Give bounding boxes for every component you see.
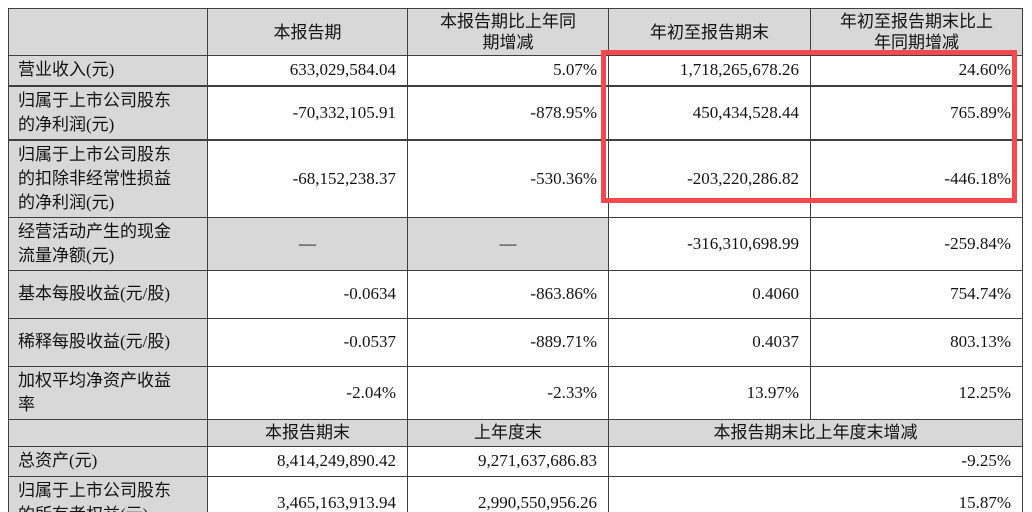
row-net-profit: 归属于上市公司股东的净利润(元) -70,332,105.91 -878.95%… — [8, 85, 1023, 141]
cell-label: 基本每股收益(元/股) — [8, 269, 208, 319]
cell-value: 754.74% — [810, 269, 1023, 319]
cell-label: 经营活动产生的现金流量净额(元) — [8, 216, 208, 271]
cell-value: -878.95% — [407, 85, 609, 141]
cell-value: 13.97% — [608, 365, 811, 420]
cell-value: -70,332,105.91 — [207, 85, 408, 141]
cell-value: -2.04% — [207, 365, 408, 420]
header-cell-blank — [8, 418, 208, 447]
header-cell-blank — [8, 8, 208, 56]
header-cell-current-period: 本报告期 — [207, 8, 408, 56]
cell-value: 1,718,265,678.26 — [608, 55, 811, 87]
cell-value: -446.18% — [810, 139, 1023, 218]
cell-value: 2,990,550,956.26 — [407, 475, 609, 512]
header-cell-period-end: 本报告期末 — [207, 418, 408, 447]
cell-value: -2.33% — [407, 365, 609, 420]
header-cell-ytd: 年初至报告期末 — [608, 8, 811, 56]
cell-value: -9.25% — [608, 445, 1023, 477]
cell-value: 633,029,584.04 — [207, 55, 408, 87]
cell-label: 归属于上市公司股东的扣除非经常性损益的净利润(元) — [8, 139, 208, 218]
cell-value: 803.13% — [810, 317, 1023, 367]
cell-value: -316,310,698.99 — [608, 216, 811, 271]
cell-value: 450,434,528.44 — [608, 85, 811, 141]
row-operating-revenue: 营业收入(元) 633,029,584.04 5.07% 1,718,265,6… — [8, 55, 1023, 87]
cell-label: 归属于上市公司股东的所有者权益(元) — [8, 475, 208, 512]
header-row-period-end: 本报告期末 上年度末 本报告期末比上年度末增减 — [8, 418, 1023, 447]
cell-value: 0.4037 — [608, 317, 811, 367]
cell-value: 8,414,249,890.42 — [207, 445, 408, 477]
cell-label: 加权平均净资产收益率 — [8, 365, 208, 420]
cell-value: 12.25% — [810, 365, 1023, 420]
cell-label: 归属于上市公司股东的净利润(元) — [8, 85, 208, 141]
cell-value: -0.0537 — [207, 317, 408, 367]
header-row-period: 本报告期 本报告期比上年同期增减 年初至报告期末 年初至报告期末比上年同期增减 — [8, 8, 1023, 56]
cell-value: -68,152,238.37 — [207, 139, 408, 218]
cell-value: 24.60% — [810, 55, 1023, 87]
cell-value: -863.86% — [407, 269, 609, 319]
header-cell-ytd-yoy-change: 年初至报告期末比上年同期增减 — [810, 8, 1023, 56]
cell-value: -0.0634 — [207, 269, 408, 319]
header-cell-yoy-change: 本报告期比上年同期增减 — [407, 8, 609, 56]
cell-value: 5.07% — [407, 55, 609, 87]
header-cell-change-vs-prior-year-end: 本报告期末比上年度末增减 — [608, 418, 1023, 447]
row-basic-eps: 基本每股收益(元/股) -0.0634 -863.86% 0.4060 754.… — [8, 269, 1023, 319]
row-total-assets: 总资产(元) 8,414,249,890.42 9,271,637,686.83… — [8, 445, 1023, 477]
cell-value: -530.36% — [407, 139, 609, 218]
cell-value: 9,271,637,686.83 — [407, 445, 609, 477]
cell-label: 总资产(元) — [8, 445, 208, 477]
header-cell-prior-year-end: 上年度末 — [407, 418, 609, 447]
cell-value-dash: — — [207, 216, 408, 271]
row-net-profit-excl-nonrecurring: 归属于上市公司股东的扣除非经常性损益的净利润(元) -68,152,238.37… — [8, 139, 1023, 218]
cell-value: -203,220,286.82 — [608, 139, 811, 218]
cell-value: 15.87% — [608, 475, 1023, 512]
row-weighted-avg-roe: 加权平均净资产收益率 -2.04% -2.33% 13.97% 12.25% — [8, 365, 1023, 420]
cell-value-dash: — — [407, 216, 609, 271]
row-operating-cash-flow: 经营活动产生的现金流量净额(元) — — -316,310,698.99 -25… — [8, 216, 1023, 271]
cell-value: -889.71% — [407, 317, 609, 367]
cell-value: 765.89% — [810, 85, 1023, 141]
financial-indicators-table: 本报告期 本报告期比上年同期增减 年初至报告期末 年初至报告期末比上年同期增减 … — [8, 8, 1023, 512]
row-diluted-eps: 稀释每股收益(元/股) -0.0537 -889.71% 0.4037 803.… — [8, 317, 1023, 367]
cell-value: 3,465,163,913.94 — [207, 475, 408, 512]
cell-label: 营业收入(元) — [8, 55, 208, 87]
cell-label: 稀释每股收益(元/股) — [8, 317, 208, 367]
cell-value: 0.4060 — [608, 269, 811, 319]
row-owners-equity: 归属于上市公司股东的所有者权益(元) 3,465,163,913.94 2,99… — [8, 475, 1023, 512]
cell-value: -259.84% — [810, 216, 1023, 271]
